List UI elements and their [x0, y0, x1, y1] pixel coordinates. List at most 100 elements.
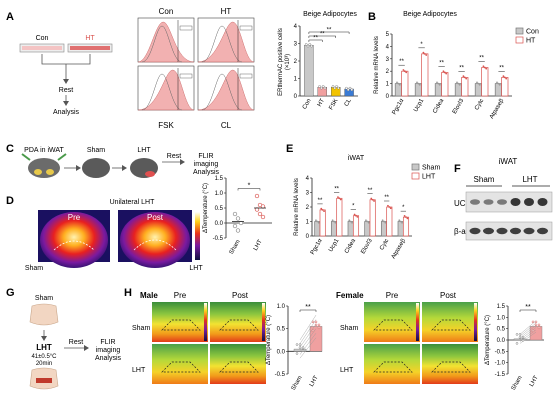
chartE-point [338, 197, 341, 200]
point-a [320, 86, 323, 90]
chartHm-pair-line [299, 319, 317, 344]
y-tick-label: -0.5 [275, 372, 286, 378]
chartB-point [503, 76, 506, 79]
panel-c-schematic: PDA in iWAT Sham LHT Rest FLIR imaging A… [21, 147, 220, 178]
chartE-bar-Sham-Atpaseβ [397, 221, 404, 237]
panel-g-schematic: Sham LHT 41±0.5°C 20min Rest FLIR imagin… [29, 295, 122, 390]
point-a [345, 86, 348, 90]
chart-c-ylabel: ΔTemperature (°C) [203, 183, 209, 233]
point-a [304, 43, 308, 46]
y-tick-label: 1 [294, 77, 298, 83]
western-blot: iWAT Sham LHT UCP1 β-actin [454, 157, 553, 241]
chartE-point [348, 219, 351, 222]
chartB-title: Beige Adipocytes [403, 11, 457, 18]
post-label: Post [147, 213, 164, 222]
chartB-point [497, 82, 500, 85]
y-tick-label: 2 [306, 205, 310, 211]
chartE-point [401, 221, 403, 224]
c-lht-label: LHT [137, 147, 151, 154]
chart-c-point-LHT [254, 193, 260, 199]
mouse-pda [28, 158, 60, 178]
chartE-bar-LHT-Atpaseβ [402, 216, 410, 237]
chartE-point [387, 204, 389, 207]
dish-ht-medium [70, 46, 110, 50]
thermal-color-scale [195, 212, 200, 260]
panel-label-h: H [124, 287, 132, 299]
fat-pad-right [46, 169, 54, 175]
chartE-legend-label-LHT: LHT [422, 174, 436, 181]
h-male-label: Male [140, 291, 158, 300]
mouse-sham [82, 158, 110, 178]
arrow-head-2 [63, 101, 69, 106]
panel-label-e: E [286, 143, 293, 155]
chartE-bar-Sham-Cytc [380, 221, 388, 237]
chartE-point [373, 200, 375, 202]
y-tick-label: 3 [386, 57, 390, 63]
chartE-bar-Sham-Pgc1α [314, 221, 321, 237]
chartE-point [381, 219, 384, 222]
c-analysis-label: Analysis [193, 169, 220, 176]
band-ucp1 [470, 199, 480, 205]
h-female-pre: Pre [386, 291, 399, 300]
chartB-point [505, 77, 508, 80]
chartB-point [416, 81, 418, 84]
chartE-ylabel: Relative mRNA levels [294, 178, 300, 236]
sig-bracket-a [308, 35, 336, 38]
point-a [318, 85, 321, 88]
chartHm-point [317, 323, 321, 327]
chartB-point [498, 83, 501, 86]
flow-title-con: Con [159, 7, 174, 16]
chartB-point [443, 71, 446, 74]
chartE-point [321, 209, 324, 211]
chartB-bar-Con-Pgc1α [394, 83, 402, 97]
chartE-point [371, 198, 374, 201]
point-a [323, 86, 327, 90]
h-female-sham: Sham [340, 325, 358, 332]
chartB-point [496, 81, 498, 84]
chart-c-point-LHT [260, 214, 266, 220]
chart-c-sig-bracket [237, 188, 261, 191]
band-actin [523, 227, 535, 235]
chartE-point [316, 220, 319, 223]
gate-box [239, 73, 253, 79]
blot-ucp1 [465, 191, 553, 213]
chartB-legend-swatch [515, 36, 524, 44]
y-tick-label: 1.5 [215, 176, 224, 182]
chart-c-point-LHT [257, 211, 263, 217]
h-female-sham-pre [364, 302, 420, 342]
chartHm-sig-bracket [299, 309, 317, 312]
dish-label-con: Con [36, 35, 49, 42]
chartE-point [355, 214, 357, 217]
chartE-point [337, 196, 339, 199]
band-actin [496, 227, 508, 235]
heating-belt [36, 378, 52, 383]
chartE-point [399, 220, 402, 223]
y-tick-label: 0 [306, 234, 310, 240]
y-tick-label: 0.5 [497, 327, 506, 333]
chartB-point [403, 70, 406, 73]
flow-label-fsk: FSK [158, 121, 174, 130]
chartHm-point [295, 352, 299, 355]
chartE-point [406, 217, 409, 220]
y-tick-label: 0.5 [215, 206, 224, 212]
chart-b: 0 1 2 3 4 5 Beige Adipocytes Relative mRNA leve… [374, 11, 539, 120]
chartHf-tick-LHT: LHT [529, 375, 540, 388]
chartE-point [398, 219, 401, 222]
chartB-point [422, 51, 425, 54]
point-a [310, 44, 313, 48]
point-a [335, 85, 338, 88]
chartHm-bar-Sham [293, 348, 307, 352]
chartE-point [334, 221, 337, 224]
chartB-point [463, 76, 466, 79]
heating-patch [145, 171, 155, 177]
chartE-point [315, 219, 317, 222]
g-sham-label: Sham [35, 295, 53, 302]
chartB-bar-Con-Cidea [434, 83, 442, 97]
y-tick-label: 4 [294, 24, 298, 30]
y-tick-label: 4 [306, 176, 310, 182]
arrow-head [63, 79, 69, 84]
chartB-point [483, 66, 486, 69]
chartB-point [442, 70, 445, 73]
dish-label-ht: HT [85, 35, 95, 42]
